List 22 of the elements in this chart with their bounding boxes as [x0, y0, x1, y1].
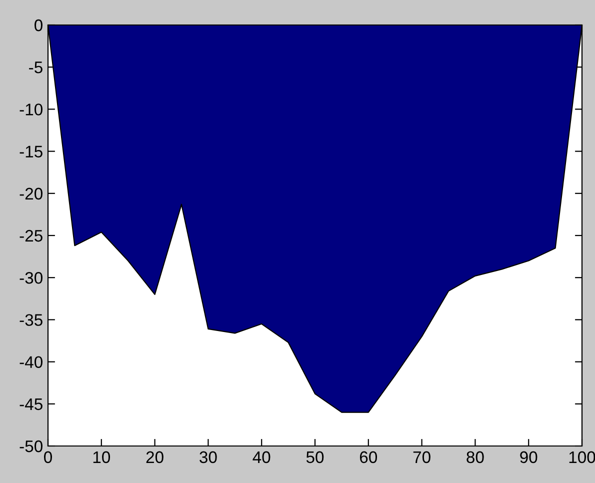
y-tick-label: -5 — [29, 62, 42, 74]
y-tick-label: -25 — [20, 230, 42, 242]
y-tick-label: -15 — [20, 146, 42, 158]
y-tick-label: -50 — [20, 440, 42, 452]
x-tick-label: 70 — [413, 451, 430, 464]
x-tick-label: 40 — [252, 451, 270, 464]
x-tick-label: 90 — [520, 451, 538, 464]
x-tick-label: 50 — [306, 451, 324, 464]
y-tick-label: -45 — [20, 398, 42, 410]
y-tick-label: -40 — [20, 356, 42, 368]
x-tick-label: 20 — [146, 451, 164, 464]
x-tick-label: 80 — [466, 451, 484, 464]
x-tick-label: 100 — [569, 451, 595, 464]
y-tick-label: 0 — [34, 19, 42, 32]
y-tick-label: -30 — [20, 272, 42, 284]
x-tick-label: 10 — [93, 451, 110, 464]
x-tick-label: 30 — [200, 451, 217, 464]
y-tick-label: -20 — [20, 188, 42, 200]
x-tick-label: 0 — [44, 451, 52, 464]
y-tick-label: -35 — [20, 314, 42, 326]
y-tick-label: -10 — [20, 104, 42, 116]
x-tick-label: 60 — [360, 451, 378, 464]
